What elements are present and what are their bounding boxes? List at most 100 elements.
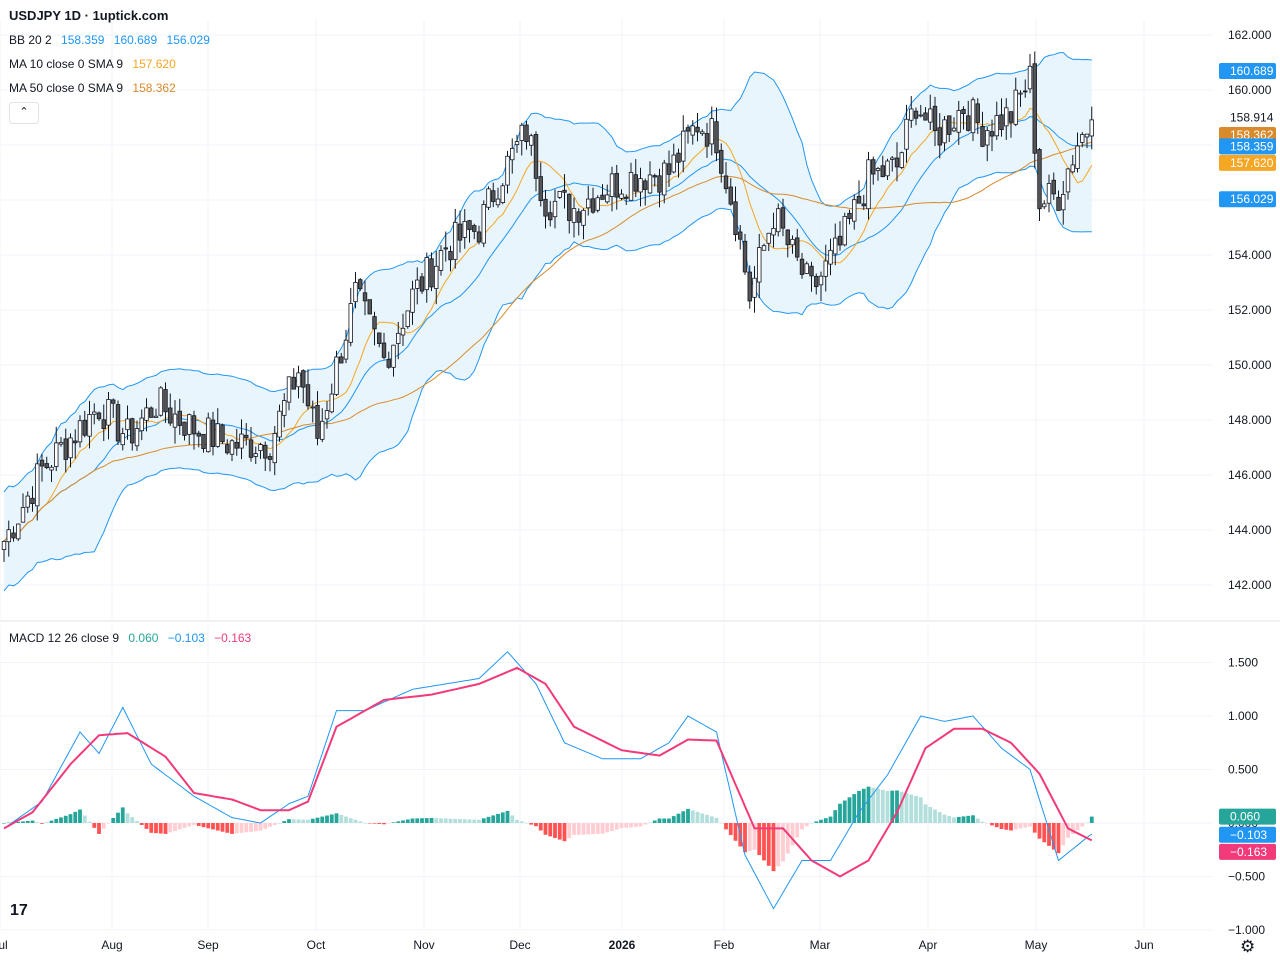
- macd-hist-bar: [92, 823, 97, 828]
- macd-hist-bar: [966, 815, 971, 823]
- macd-hist-bar: [567, 823, 572, 839]
- candle-body: [614, 173, 619, 198]
- time-axis-tick-label: Jun: [1134, 938, 1153, 952]
- candle-body: [980, 125, 985, 147]
- candle-body: [362, 292, 368, 302]
- macd-hist-bar: [149, 823, 154, 833]
- candle-body: [220, 424, 225, 443]
- candle-body: [681, 130, 686, 162]
- candle-body: [505, 155, 510, 186]
- candle-body: [928, 108, 933, 123]
- macd-hist-bar: [168, 823, 173, 833]
- macd-hist-bar: [776, 823, 781, 867]
- time-axis-tick-label: Mar: [810, 938, 831, 952]
- macd-hist-bar: [1070, 823, 1075, 834]
- macd-hist-bar: [956, 816, 961, 823]
- price-badge-bg: [1219, 154, 1276, 171]
- macd-hist-bar: [106, 823, 111, 824]
- macd-hist-bar: [557, 823, 562, 840]
- candle-body: [305, 384, 311, 407]
- macd-hist-bar: [382, 823, 386, 825]
- candle-body: [576, 211, 581, 223]
- gear-icon[interactable]: ⚙: [1240, 937, 1256, 956]
- candle-body: [486, 188, 491, 208]
- macd-hist-bar: [415, 818, 420, 823]
- candle-body: [481, 204, 486, 244]
- candle-body: [1037, 149, 1042, 210]
- price-badge: 158.914: [1230, 111, 1274, 125]
- macd-hist-bar: [249, 823, 253, 832]
- macd-hist-bar: [999, 823, 1004, 829]
- candle-body: [1023, 90, 1028, 93]
- candle-body: [153, 415, 159, 418]
- macd-hist-bar: [272, 823, 277, 825]
- macd-hist-bar: [624, 823, 629, 828]
- candle-body: [196, 432, 201, 437]
- candle-body: [529, 135, 534, 146]
- candle-body: [343, 339, 349, 360]
- macd-hist-bar: [909, 794, 914, 823]
- ma50-legend[interactable]: MA 50 close 0 SMA 9 158.362: [9, 81, 182, 95]
- time-axis-tick-label: Sep: [197, 938, 219, 952]
- candle-body: [514, 141, 520, 146]
- candle-body: [804, 263, 809, 274]
- macd-hist-bar: [833, 810, 838, 823]
- macd-hist-bar: [771, 823, 776, 872]
- candle-body: [1046, 183, 1052, 204]
- candle-body: [168, 407, 173, 424]
- macd-hist-bar: [101, 823, 106, 829]
- candle-body: [1070, 164, 1075, 173]
- candle-body: [956, 110, 961, 133]
- candle-body: [738, 231, 743, 240]
- macd-hist-bar: [196, 823, 201, 827]
- ma50-label: MA 50 close 0 SMA 9: [9, 81, 124, 95]
- candle-body: [842, 216, 847, 246]
- candle-body: [524, 124, 529, 143]
- candle-body: [999, 114, 1004, 131]
- collapse-legend-button[interactable]: ⌃: [9, 102, 39, 124]
- macd-hist-bar: [358, 821, 363, 823]
- candle-body: [704, 133, 710, 147]
- price-axis-tick-label: 150.000: [1228, 358, 1272, 372]
- macd-hist-bar: [291, 819, 296, 823]
- macd-hist-bar: [610, 823, 614, 831]
- candle-body: [11, 532, 16, 539]
- macd-hist-bar: [367, 823, 372, 824]
- macd-hist-bar: [752, 823, 757, 850]
- macd-hist-bar: [534, 823, 538, 827]
- macd-hist-bar: [211, 823, 215, 830]
- candle-body: [87, 414, 92, 437]
- macd-hist-bar: [187, 823, 192, 827]
- macd-hist-bar: [519, 821, 524, 823]
- candle-body: [139, 417, 144, 432]
- candle-body: [600, 194, 605, 200]
- macd-badge: −0.163: [1230, 845, 1267, 859]
- candle-body: [590, 198, 596, 213]
- candle-body: [92, 411, 97, 415]
- macd-hist-bar: [396, 821, 401, 823]
- candle-body: [96, 412, 102, 420]
- candle-body: [780, 207, 786, 229]
- candle-body: [415, 279, 420, 289]
- bb-legend[interactable]: BB 20 2 158.359 160.689 156.029: [9, 33, 216, 47]
- candle-body: [975, 103, 980, 123]
- macd-hist-bar: [21, 821, 25, 823]
- candle-body: [757, 247, 762, 283]
- macd-hist-bar: [315, 817, 320, 823]
- macd-legend[interactable]: MACD 12 26 close 9 0.060 −0.103 −0.163: [9, 631, 257, 645]
- ma10-legend[interactable]: MA 10 close 0 SMA 9 157.620: [9, 57, 182, 71]
- macd-hist-bar: [800, 823, 804, 830]
- macd-hist-bar: [467, 819, 472, 823]
- tradingview-logo[interactable]: 17: [10, 902, 28, 919]
- candle-body: [329, 393, 334, 413]
- macd-hist-bar: [424, 818, 429, 823]
- candle-body: [44, 463, 49, 469]
- bb-upper-line: [3, 51, 1092, 493]
- macd-label: MACD 12 26 close 9: [9, 631, 120, 645]
- candle-body: [201, 433, 206, 449]
- candle-body: [543, 198, 548, 217]
- macd-hist-bar: [1009, 823, 1013, 831]
- macd-hist-bar: [377, 823, 382, 824]
- bb-basis-line: [3, 116, 1092, 542]
